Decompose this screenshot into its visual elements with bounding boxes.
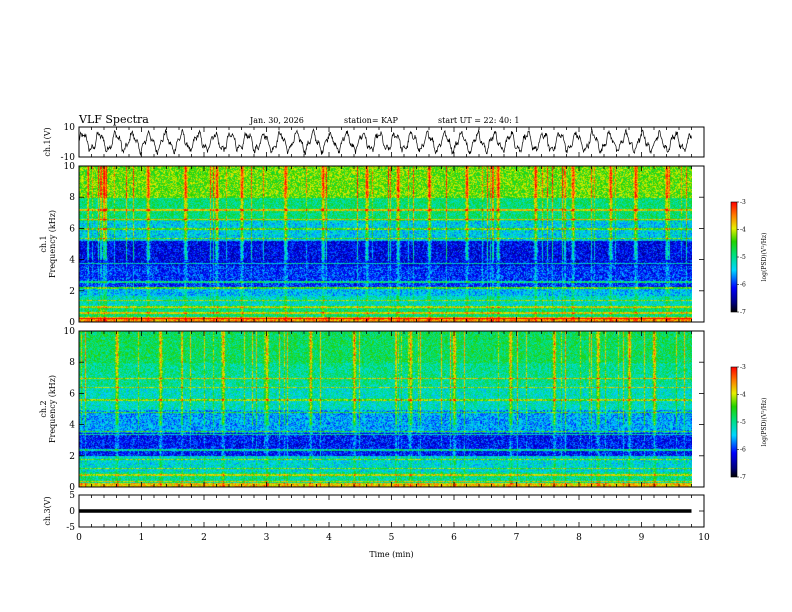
time-axis-tick-label: 4 [326, 533, 332, 543]
time-axis-tick-label: 0 [76, 533, 82, 543]
ch1-waveform-panel: 10 -10 ch.1(V) [43, 123, 705, 163]
time-axis-tick-label: 7 [514, 533, 520, 543]
ch2-colorbar-label: log(PSD)(V²/Hz) [761, 398, 768, 447]
ch1-spec-ylabel: ch.1Frequency (kHz) [39, 210, 57, 278]
figure-title: VLF Spectra [78, 113, 149, 126]
header-date: Jan. 30, 2026 [249, 116, 304, 125]
ch1-spec-heatmap [79, 166, 692, 322]
ch1-colorbar: -3 -4 -5 -6 -7 log(PSD)(V²/Hz) [730, 199, 768, 316]
time-axis-tick-label: 2 [201, 533, 207, 543]
ch2-spec-ytick-label: 6 [69, 389, 75, 399]
ch1-spec-ytick-label: 6 [69, 224, 75, 234]
ch2-spec-ytick-label: 8 [69, 358, 75, 368]
ch3-wave-ylabel: ch.3(V) [43, 496, 52, 525]
ch2-spec-ylabel-freq: Frequency (kHz) [48, 375, 57, 443]
ch2-spec-ytick-label: 0 [69, 483, 75, 493]
ch1-spectrogram-panel: 0 2 4 6 8 10 ch.1Frequency (kHz) [39, 162, 705, 328]
time-axis-tick-label: 5 [389, 533, 395, 543]
ch2-colorbar-bar [730, 366, 738, 478]
ch3-wave-ytick-label: -5 [66, 523, 75, 533]
ch1-colorbar-tick-label: -5 [740, 254, 746, 261]
ch1-spec-ytick-label: 2 [69, 287, 75, 297]
ch2-spectrogram-panel: 0 2 4 6 8 10 ch.2Frequency (kHz) [39, 327, 705, 493]
ch2-colorbar: -3 -4 -5 -6 -7 log(PSD)(V²/Hz) [730, 364, 768, 481]
ch2-spec-ytick-label: 4 [69, 421, 75, 431]
ch2-colorbar-tick-label: -5 [740, 419, 746, 426]
header-station: station= KAP [344, 116, 399, 125]
ch1-spec-ytick-label: 10 [64, 162, 76, 172]
ch1-colorbar-tick-label: -4 [740, 227, 746, 234]
time-axis-tick-label: 8 [576, 533, 582, 543]
ch2-spec-heatmap [79, 331, 692, 487]
ch1-wave-ylabel: ch.1(V) [43, 127, 52, 156]
ch2-spec-ylabel-channel: ch.2 [39, 400, 48, 417]
time-axis-label: Time (min) [369, 550, 413, 559]
ch1-colorbar-tick-label: -6 [740, 282, 746, 289]
ch1-spec-ylabel-freq: Frequency (kHz) [48, 210, 57, 278]
time-axis-tick-label: 3 [264, 533, 270, 543]
header-start-time: start UT = 22: 40: 1 [438, 116, 519, 125]
ch1-waveform-line [78, 128, 692, 157]
ch2-colorbar-tick-label: -3 [740, 364, 746, 371]
ch1-spec-ytick-label: 4 [69, 256, 75, 266]
ch3-waveform-band [79, 509, 692, 513]
ch1-colorbar-tick-label: -3 [740, 199, 746, 206]
ch1-colorbar-tick-label: -7 [740, 309, 746, 316]
time-axis-tick-label: 9 [639, 533, 645, 543]
ch1-spec-ytick-label: 0 [69, 318, 75, 328]
time-axis-tick-label: 6 [451, 533, 457, 543]
ch2-colorbar-tick-label: -4 [740, 392, 746, 399]
ch2-spec-ytick-label: 10 [64, 327, 76, 337]
ch2-spec-ytick-label: 2 [69, 452, 75, 462]
ch1-wave-ytick-label: 10 [64, 123, 76, 133]
ch2-spec-ylabel: ch.2Frequency (kHz) [39, 375, 57, 443]
ch2-colorbar-tick-label: -7 [740, 474, 746, 481]
ch3-wave-ytick-label: 5 [69, 491, 75, 501]
ch1-colorbar-label: log(PSD)(V²/Hz) [761, 233, 768, 282]
ch2-colorbar-tick-label: -6 [740, 447, 746, 454]
ch1-colorbar-bar [730, 201, 738, 313]
time-axis-tick-label: 1 [139, 533, 145, 543]
ch1-spec-ylabel-channel: ch.1 [39, 235, 48, 252]
ch1-wave-ytick-label: -10 [61, 153, 76, 163]
ch3-wave-ytick-label: 0 [69, 507, 75, 517]
ch1-spec-ytick-label: 8 [69, 193, 75, 203]
time-axis-tick-label: 10 [698, 533, 710, 543]
